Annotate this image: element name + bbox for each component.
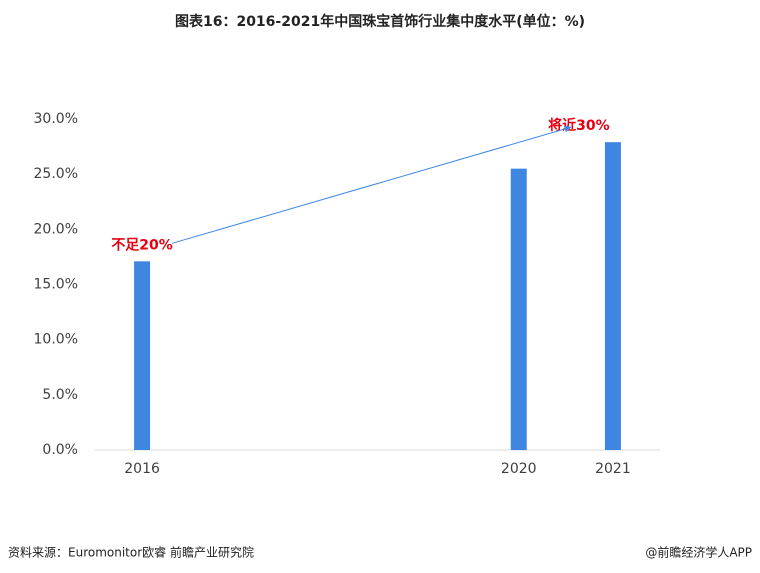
trend-arrow	[171, 125, 572, 244]
y-tick-label: 15.0%	[34, 277, 78, 293]
y-tick-label: 0.0%	[42, 442, 78, 458]
y-tick-label: 25.0%	[34, 166, 78, 182]
annotation: 将近30%	[548, 117, 610, 134]
x-tick-label: 2021	[595, 461, 631, 477]
bar	[510, 168, 527, 450]
credit: @前瞻经济学人APP	[645, 545, 752, 560]
chart-title: 图表16：2016-2021年中国珠宝首饰行业集中度水平(单位：%)	[175, 13, 585, 30]
x-tick-label: 2020	[501, 461, 537, 477]
source: 资料来源：Euromonitor欧睿 前瞻产业研究院	[8, 545, 254, 560]
bar	[134, 261, 151, 450]
x-tick-label: 2016	[124, 461, 160, 477]
annotation: 不足20%	[111, 237, 173, 253]
y-tick-label: 5.0%	[42, 387, 78, 403]
y-tick-label: 20.0%	[34, 221, 78, 237]
y-tick-label: 10.0%	[34, 332, 78, 348]
y-tick-label: 30.0%	[34, 111, 78, 127]
bar	[604, 142, 621, 451]
